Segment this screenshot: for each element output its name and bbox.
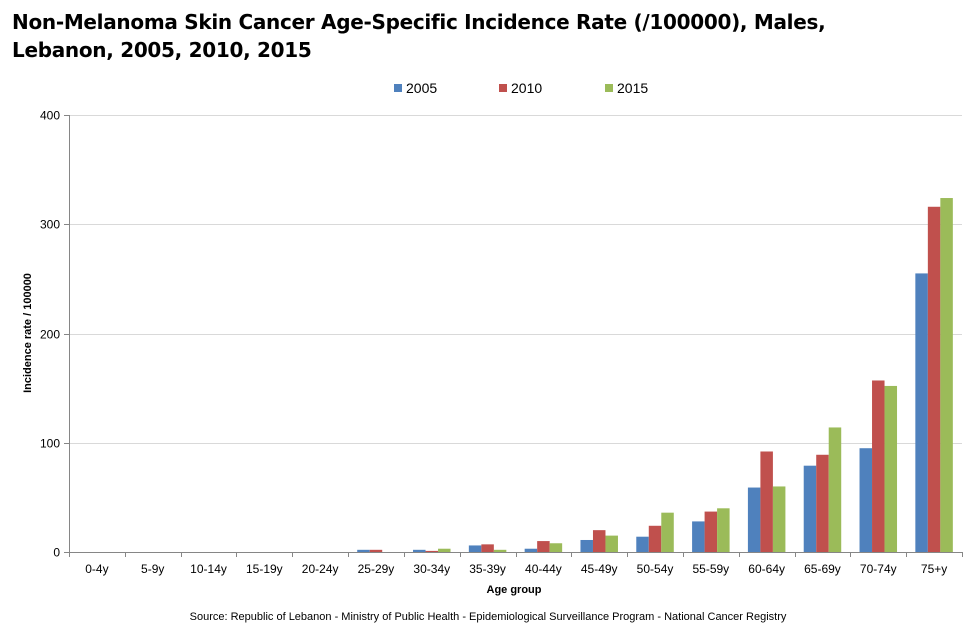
x-tick-label: 55-59y	[692, 562, 729, 576]
legend: 2005 2010 2015	[394, 80, 648, 96]
bar-2015-45-49y	[605, 535, 618, 552]
legend-swatch-2015	[605, 84, 613, 92]
chart-title-line-1: Non-Melanoma Skin Cancer Age-Specific In…	[12, 10, 826, 34]
bar-2015-60-64y	[772, 486, 786, 552]
legend-swatch-2005	[394, 84, 402, 92]
bar-2015-30-34y	[438, 548, 451, 552]
bar-2015-50-54y	[661, 512, 674, 552]
legend-swatch-2010	[499, 84, 507, 92]
y-tick-label: 300	[40, 218, 60, 232]
tick-labels: 0 100 200 300 400 0-4y 5-9y 10-14y 15-19y 20-24y 2…	[40, 109, 947, 577]
x-tick-label: 45-49y	[581, 562, 618, 576]
bar-2005-50-54y	[636, 536, 649, 552]
bar-2015-70-74y	[884, 385, 898, 552]
bar-2015-65-69y	[828, 427, 842, 552]
x-tick-label: 10-14y	[190, 562, 227, 576]
x-tick-label: 75+y	[921, 562, 947, 576]
x-axis-label: Age group	[487, 584, 542, 596]
x-tick-label: 5-9y	[141, 562, 164, 576]
bar-2010-65-69y	[816, 454, 829, 552]
chart-title: Non-Melanoma Skin Cancer Age-Specific In…	[12, 8, 962, 64]
bar-2005-55-59y	[692, 521, 705, 552]
y-tick-label: 200	[40, 328, 60, 342]
bar-2010-75+y	[927, 206, 941, 552]
bar-2015-75+y	[940, 198, 953, 552]
bar-2015-40-44y	[549, 543, 563, 552]
x-tick-label: 25-29y	[358, 562, 395, 576]
x-tick-label: 40-44y	[525, 562, 562, 576]
x-tick-label: 30-34y	[413, 562, 450, 576]
bar-2005-70-74y	[859, 448, 873, 552]
bar-2005-25-29y	[357, 549, 370, 552]
legend-label-2010: 2010	[511, 80, 542, 96]
x-tick-label: 15-19y	[246, 562, 283, 576]
bar-2010-40-44y	[537, 541, 550, 552]
y-tick-label: 100	[40, 437, 60, 451]
bar-2010-30-34y	[425, 550, 439, 552]
bar-2005-75+y	[915, 273, 928, 552]
bar-2010-45-49y	[592, 530, 606, 552]
x-tick-label: 60-64y	[748, 562, 785, 576]
bar-2015-55-59y	[717, 508, 730, 552]
bar-2005-45-49y	[580, 539, 593, 552]
bar-2010-70-74y	[872, 380, 885, 552]
y-axis-label: Incidence rate / 100000	[22, 273, 34, 393]
bar-2010-55-59y	[704, 511, 718, 552]
legend-label-2005: 2005	[406, 80, 437, 96]
bar-2010-50-54y	[648, 525, 662, 552]
x-tick-label: 65-69y	[804, 562, 841, 576]
bar-2005-35-39y	[468, 545, 482, 552]
axes	[64, 115, 963, 557]
y-tick-label: 0	[53, 546, 60, 560]
x-tick-label: 35-39y	[469, 562, 506, 576]
bar-2010-35-39y	[481, 544, 494, 552]
x-tick-label: 50-54y	[637, 562, 674, 576]
bar-2015-35-39y	[493, 549, 507, 552]
x-tick-label: 0-4y	[85, 562, 108, 576]
bar-2010-60-64y	[760, 451, 773, 552]
bar-2005-60-64y	[747, 487, 761, 552]
source-note: Source: Republic of Lebanon - Ministry o…	[189, 611, 787, 623]
bar-2005-65-69y	[803, 465, 817, 552]
bars	[357, 198, 953, 552]
bar-2005-40-44y	[524, 548, 538, 552]
chart-title-line-2: Lebanon, 2005, 2010, 2015	[12, 38, 312, 62]
legend-label-2015: 2015	[617, 80, 648, 96]
bar-2010-25-29y	[369, 549, 383, 552]
y-tick-label: 400	[40, 109, 60, 123]
bar-2005-30-34y	[413, 549, 426, 552]
gridlines	[69, 115, 962, 444]
x-tick-label: 20-24y	[302, 562, 339, 576]
x-tick-label: 70-74y	[860, 562, 897, 576]
